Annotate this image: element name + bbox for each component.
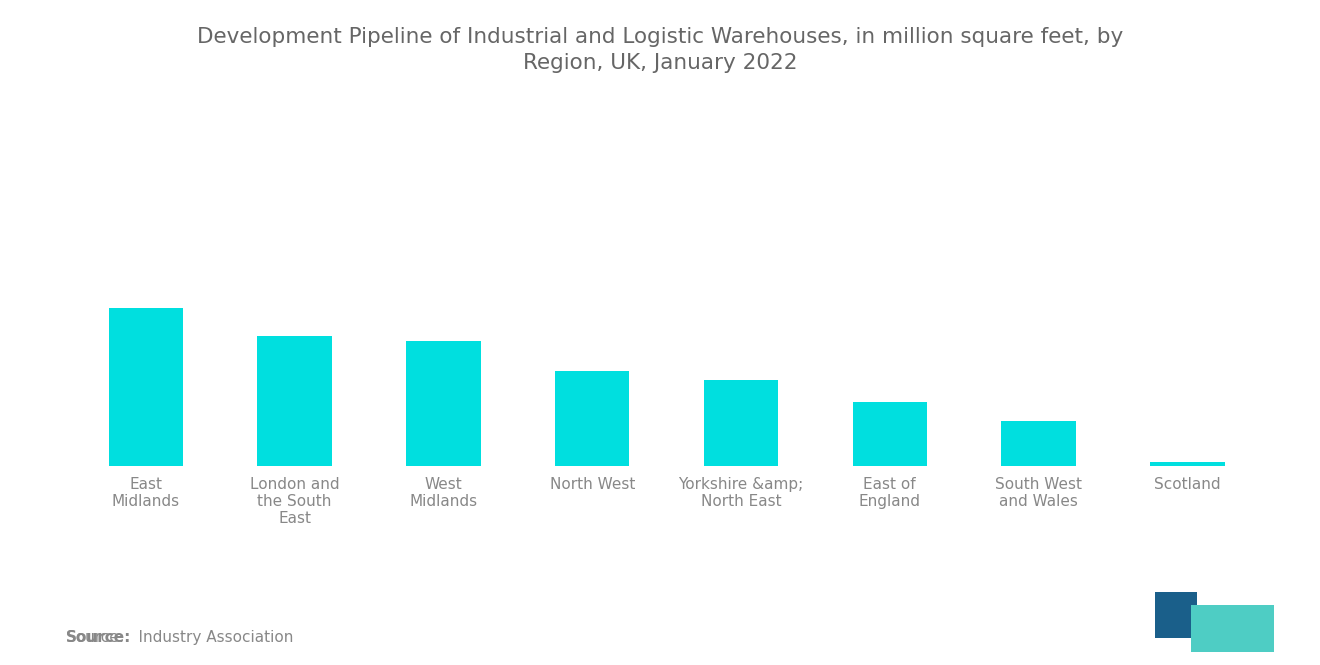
- Text: Source:: Source:: [66, 630, 132, 645]
- Bar: [257, 336, 331, 465]
- Text: Source:   Industry Association: Source: Industry Association: [66, 630, 293, 645]
- Text: Development Pipeline of Industrial and Logistic Warehouses, in million square fe: Development Pipeline of Industrial and L…: [197, 27, 1123, 73]
- Bar: [1155, 592, 1196, 638]
- Bar: [1150, 462, 1225, 465]
- Bar: [1191, 605, 1274, 652]
- Bar: [407, 340, 480, 466]
- Bar: [704, 380, 779, 466]
- Bar: [554, 370, 630, 466]
- Bar: [108, 307, 183, 466]
- Bar: [1002, 422, 1076, 466]
- Bar: [853, 402, 927, 466]
